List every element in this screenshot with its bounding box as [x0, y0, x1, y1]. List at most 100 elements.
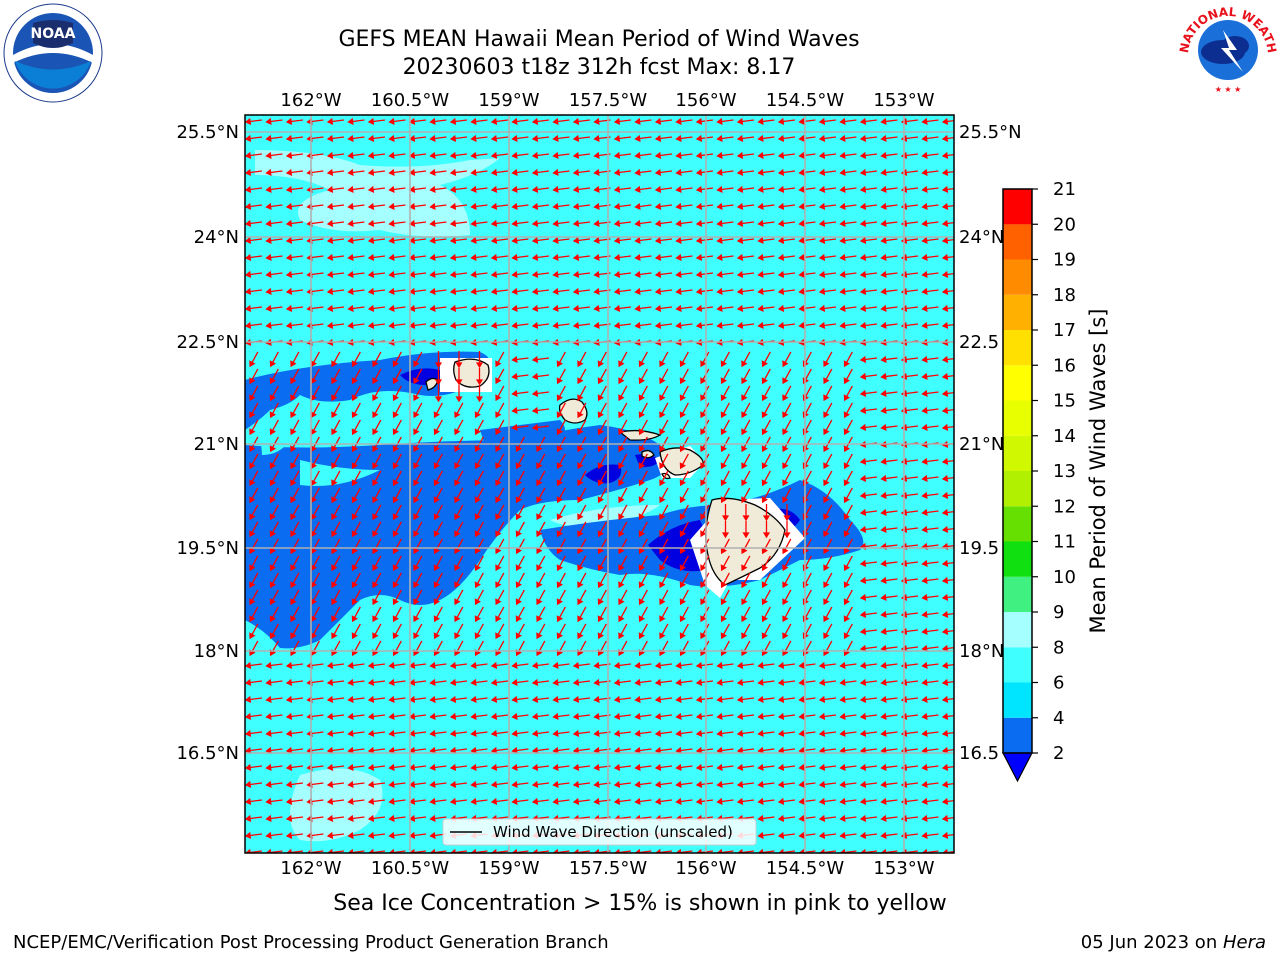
wave-arrow-head [618, 428, 625, 436]
wave-arrow-head [941, 287, 949, 295]
wave-arrow-head [716, 236, 723, 244]
wave-arrow-head [265, 117, 272, 125]
wave-arrow-head [941, 661, 949, 669]
wave-arrow-head [613, 185, 621, 193]
wave-arrow-head [839, 695, 846, 703]
wave-arrow-head [285, 746, 293, 754]
lat-tick-left: 24°N [194, 227, 239, 248]
wave-arrow-head [454, 581, 461, 589]
wave-arrow-head [245, 253, 252, 261]
wave-arrow-head [490, 780, 498, 788]
wave-arrow-head [269, 496, 276, 504]
wave-arrow-head [490, 321, 498, 329]
wave-arrow-head [331, 513, 338, 521]
wave-arrow-head [593, 168, 600, 176]
wave-arrow-head [490, 168, 498, 176]
wave-arrow-head [455, 379, 463, 386]
wave-arrow-head [880, 661, 887, 669]
wave-arrow-head [593, 151, 600, 159]
wave-arrow-head [757, 236, 764, 244]
wave-arrow-head [265, 729, 272, 737]
wave-arrow-head [331, 615, 338, 623]
wave-arrow-head [859, 695, 867, 703]
wave-arrow-head [495, 445, 502, 453]
wave-arrow-head [880, 389, 887, 397]
wave-arrow-head [818, 253, 826, 261]
wave-arrow-head [351, 581, 358, 589]
wave-arrow-head [577, 462, 584, 470]
wave-arrow-head [613, 151, 621, 159]
footer-date-text: 05 Jun 2023 on [1080, 932, 1223, 953]
wave-arrow-head [572, 253, 580, 261]
wave-arrow-head [326, 151, 334, 159]
wave-arrow-head [695, 695, 703, 703]
wave-arrow-head [880, 797, 887, 805]
wave-arrow-head [470, 236, 477, 244]
noaa-logo-text: NOAA [31, 26, 76, 42]
wave-arrow-head [679, 530, 686, 538]
wave-arrow-head [859, 270, 867, 278]
wave-arrow-head [839, 270, 846, 278]
wave-arrow-head [429, 253, 436, 261]
wave-arrow-head [921, 797, 928, 805]
wave-arrow-head [331, 428, 338, 436]
wave-arrow-head [638, 462, 645, 470]
wave-arrow-head [716, 729, 723, 737]
wave-arrow-head [659, 462, 666, 470]
wave-arrow-head [859, 304, 867, 312]
wave-arrow-head [941, 372, 949, 380]
wave-arrow-head [511, 151, 518, 159]
wave-arrow-head [736, 185, 744, 193]
wave-arrow-head [798, 763, 805, 771]
wave-arrow-head [388, 219, 395, 227]
wave-arrow-head [429, 287, 436, 295]
wave-arrow-head [285, 185, 293, 193]
wave-arrow-head [413, 428, 420, 436]
wave-arrow-head [675, 678, 682, 686]
wave-arrow-head [392, 428, 399, 436]
wave-arrow-head [823, 496, 830, 504]
wave-arrow-head [823, 632, 830, 640]
wave-arrow-head [634, 712, 641, 720]
wave-arrow-head [716, 780, 723, 788]
wave-arrow-head [593, 661, 600, 669]
wave-arrow-head [782, 581, 789, 589]
wave-arrow-head [741, 428, 748, 436]
wave-arrow-head [511, 729, 518, 737]
wave-arrow-head [593, 202, 600, 210]
wave-arrow-head [880, 253, 887, 261]
wave-arrow-head [921, 525, 928, 533]
wave-arrow-head [597, 564, 604, 572]
wave-arrow-head [695, 185, 703, 193]
wave-arrow-head [654, 185, 662, 193]
wave-arrow-head [470, 253, 477, 261]
wave-arrow-head [433, 445, 440, 453]
wave-arrow-head [654, 746, 662, 754]
wave-arrow-head [367, 236, 375, 244]
wave-arrow-head [552, 729, 559, 737]
wave-arrow-head [347, 117, 354, 125]
wave-arrow-head [720, 632, 727, 640]
colorbar-tick: 2 [1053, 743, 1064, 764]
wave-arrow-head [880, 576, 887, 584]
wave-arrow-head [757, 780, 764, 788]
wave-arrow-head [552, 712, 559, 720]
wave-arrow-head [490, 678, 498, 686]
light-patch-mid [550, 505, 660, 527]
wave-arrow-head [757, 712, 764, 720]
wave-arrow-head [757, 151, 764, 159]
wave-arrow-head [572, 304, 580, 312]
wave-arrow-head [408, 270, 416, 278]
colorbar-band [1003, 365, 1032, 401]
wave-arrow-head [531, 423, 539, 431]
wave-arrow-head [265, 287, 272, 295]
wave-arrow-head [695, 763, 703, 771]
wave-arrow-head [265, 712, 272, 720]
lat-tick-left: 25.5°N [176, 122, 239, 143]
wave-arrow-head [290, 462, 297, 470]
cyan-hole-1 [300, 460, 380, 486]
wave-arrow-head [859, 797, 867, 805]
wave-arrow-head [634, 168, 641, 176]
wave-arrow-head [290, 360, 297, 368]
wave-arrow-head [659, 479, 666, 487]
